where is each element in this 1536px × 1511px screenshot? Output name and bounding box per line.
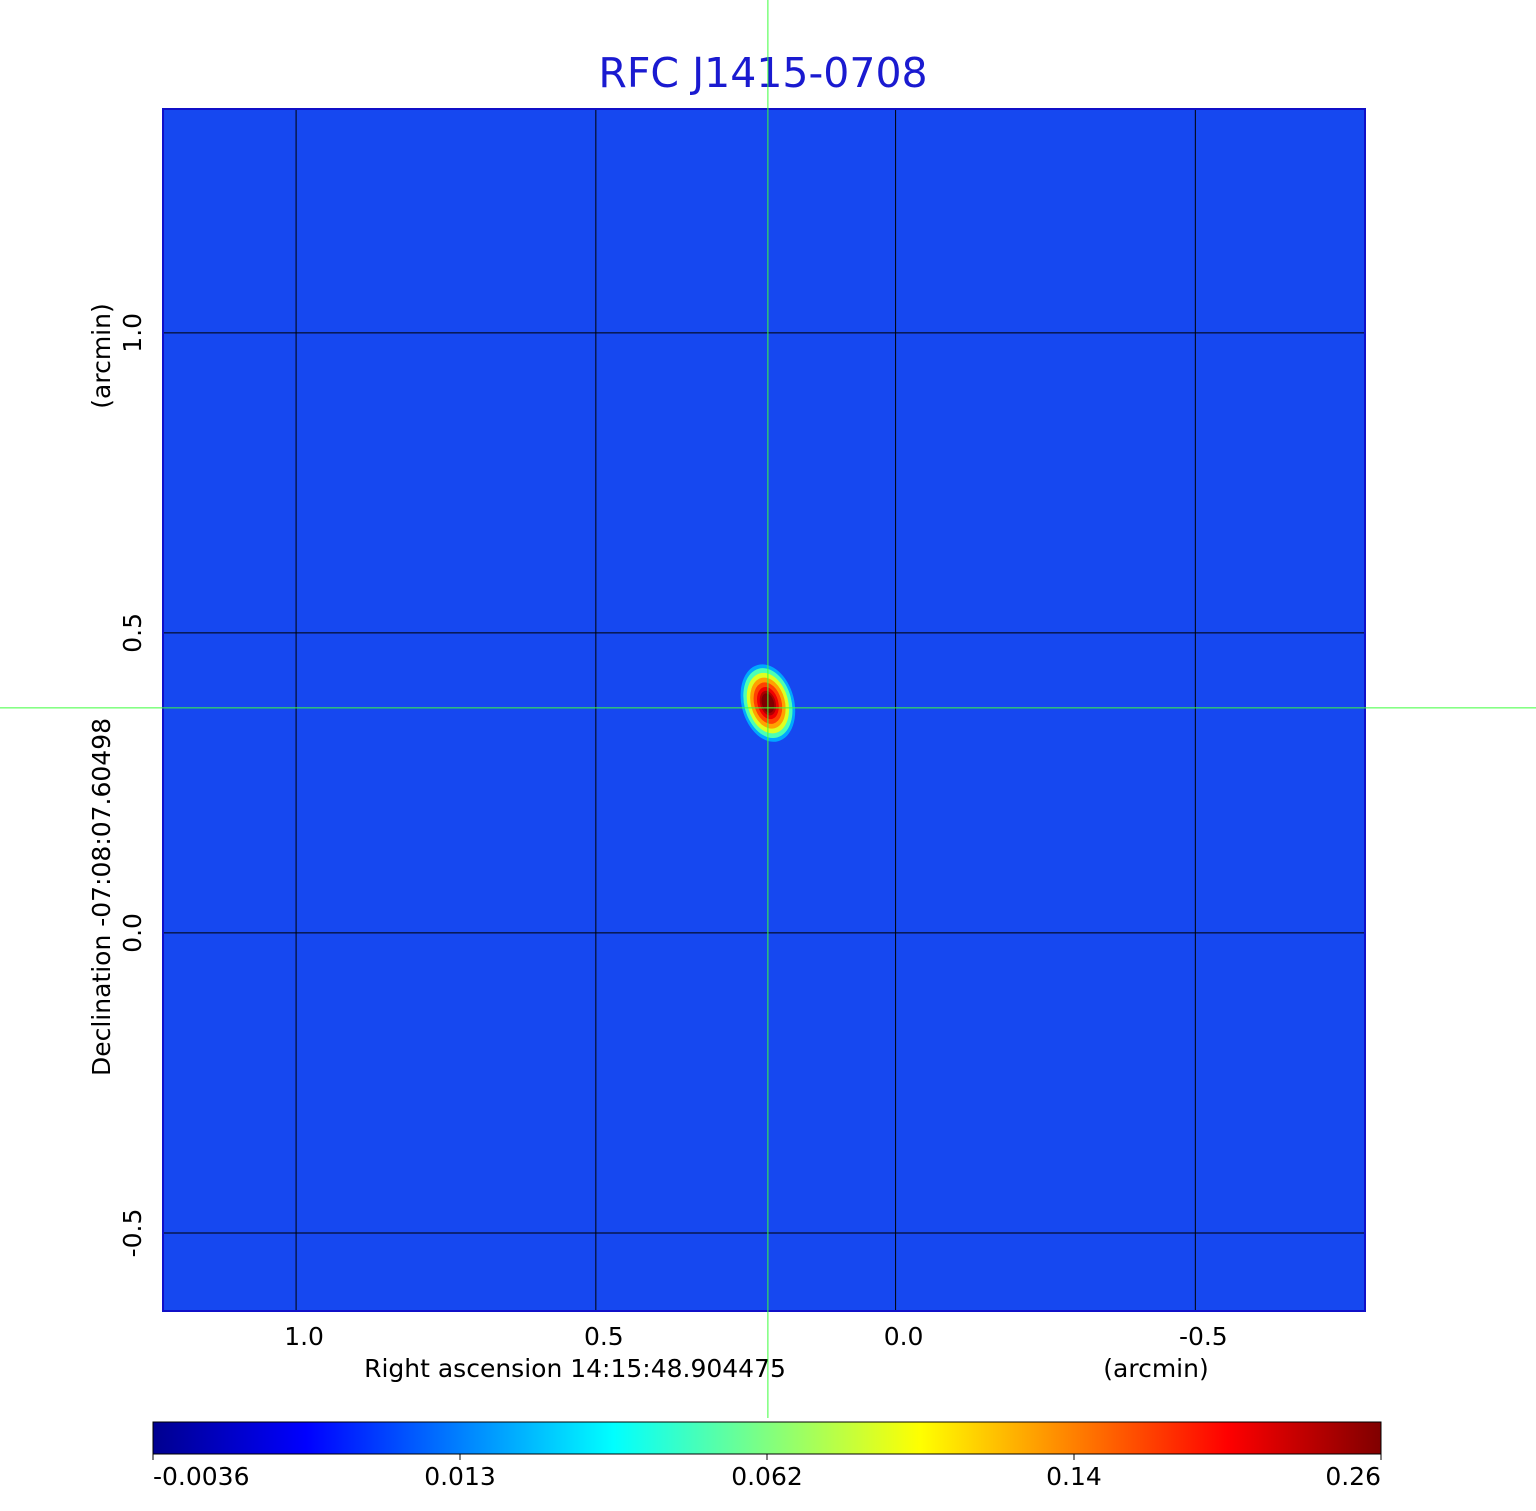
colorbar-tick-label: -0.0036 xyxy=(153,1462,250,1491)
colorbar-tick-label: 0.062 xyxy=(731,1462,803,1491)
x-tick-label: -0.5 xyxy=(1179,1322,1228,1351)
y-axis-unit: (arcmin) xyxy=(87,303,116,408)
y-tick-label: -0.5 xyxy=(118,1209,147,1258)
chart-title: RFC J1415-0708 xyxy=(598,49,927,97)
plot-frame xyxy=(162,108,1366,1312)
colorbar-tick-label: 0.14 xyxy=(1046,1462,1102,1491)
x-axis-unit: (arcmin) xyxy=(1103,1354,1208,1383)
x-tick-label: 0.0 xyxy=(884,1322,924,1351)
colorbar-tick-label: 0.26 xyxy=(1325,1462,1381,1491)
y-axis-label: Declination -07:08:07.60498 xyxy=(87,718,116,1076)
colorbar xyxy=(152,1421,1382,1455)
colorbar-tick-label: 0.013 xyxy=(424,1462,496,1491)
y-tick-label: 1.0 xyxy=(118,313,147,353)
y-tick-label: 0.0 xyxy=(118,913,147,953)
x-axis-label: Right ascension 14:15:48.904475 xyxy=(364,1354,786,1383)
y-tick-label: 0.5 xyxy=(118,613,147,653)
x-tick-label: 1.0 xyxy=(284,1322,324,1351)
x-tick-label: 0.5 xyxy=(584,1322,624,1351)
